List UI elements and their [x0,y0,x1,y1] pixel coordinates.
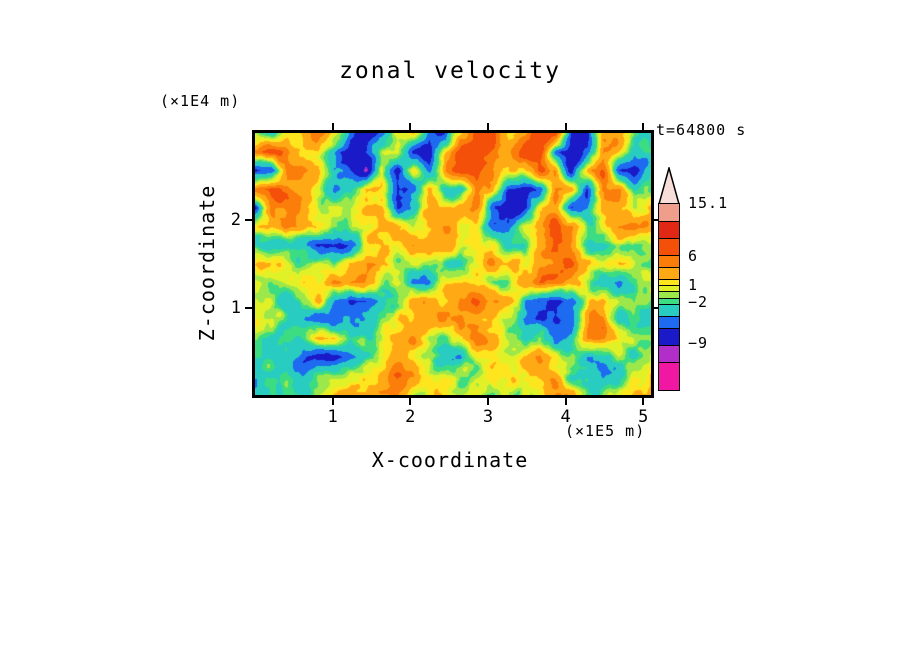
colorbar: 15.1 6 1 −2 −9 [658,167,768,412]
colorbar-segment [659,327,679,345]
x-tick-mark [486,123,489,130]
colorbar-segment [659,237,679,256]
colorbar-segment [659,315,679,328]
x-tick-mark [486,398,489,405]
x-tick-mark [564,123,567,130]
x-tick-mark [331,398,334,405]
x-tick-mark [409,398,412,405]
x-tick-label: 3 [482,407,494,427]
x-tick-label: 5 [638,407,649,427]
heatmap-canvas [255,133,651,395]
plot-frame: 1 2 3 4 5 1 2 [231,123,661,427]
x-axis-label: X-coordinate [371,448,529,472]
colorbar-segment [659,220,679,238]
y-tick-mark [654,306,661,309]
colorbar-segment [659,255,679,267]
colorbar-segment [659,266,679,279]
colorbar-tip-icon [658,167,680,205]
colorbar-segment [659,304,679,316]
colorbar-segment [659,278,679,285]
time-label: t=64800 s [656,121,747,139]
y-tick-label: 1 [230,297,241,318]
x-tick-mark [642,123,645,130]
colorbar-segment [659,204,679,221]
colorbar-label: 1 [688,275,699,294]
x-tick-mark [564,398,567,405]
colorbar-segment [659,291,679,298]
colorbar-label: 6 [688,246,699,265]
x-tick-mark [409,123,412,130]
y-tick-mark [245,306,252,309]
y-axis-label: Z-coordinate [195,184,219,342]
x-tick-label: 2 [405,407,416,427]
colorbar-segment [659,362,679,391]
colorbar-segment [659,344,679,363]
x-tick-label: 4 [560,407,571,427]
colorbar-segment [659,285,679,292]
colorbar-label: −2 [688,293,709,312]
y-units-label: (×1E4 m) [160,92,241,110]
x-tick-mark [331,123,334,130]
colorbar-label: −9 [688,333,709,352]
chart-title: zonal velocity [339,58,561,84]
y-tick-label: 2 [230,210,241,231]
colorbar-label: 15.1 [688,194,729,212]
colorbar-segment [659,297,679,305]
x-tick-mark [642,398,645,405]
y-tick-mark [245,219,252,222]
colorbar-body [658,203,680,391]
x-units-label: (×1E5 m) [565,422,646,440]
x-tick-label: 1 [327,407,338,427]
y-tick-mark [654,219,661,222]
